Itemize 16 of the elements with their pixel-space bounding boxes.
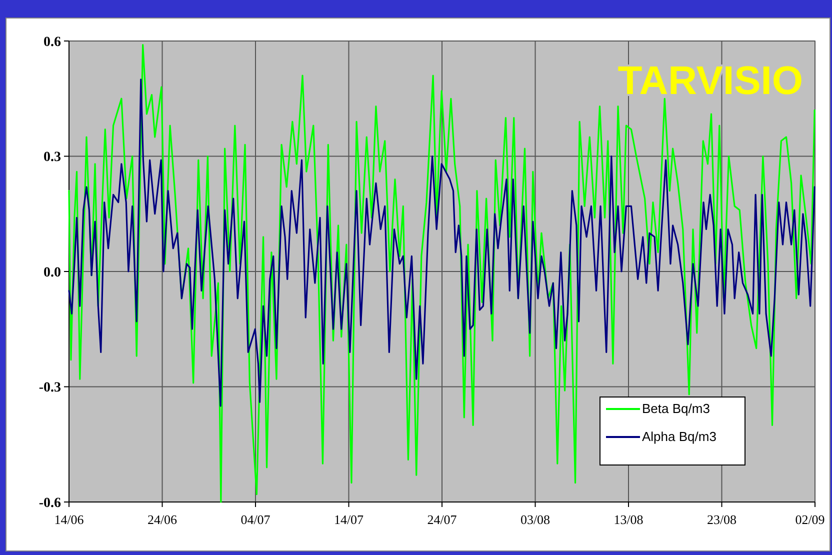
y-tick-label: 0.0 (44, 265, 61, 280)
x-tick-label: 13/08 (614, 512, 644, 527)
legend-label: Alpha Bq/m3 (642, 429, 716, 444)
x-tick-label: 03/08 (520, 512, 550, 527)
x-tick-label: 23/08 (706, 512, 737, 527)
x-tick-label: 02/09 (795, 512, 825, 527)
legend-label: Beta Bq/m3 (642, 401, 710, 416)
y-tick-label: -0.3 (38, 380, 61, 396)
y-tick-label: 0.3 (44, 150, 61, 166)
x-tick-label: 24/07 (427, 512, 458, 527)
y-tick-label: -0.6 (38, 496, 61, 511)
x-tick-label: 14/07 (334, 512, 364, 527)
x-tick-label: 04/07 (240, 512, 271, 527)
x-tick-label: 14/06 (54, 512, 84, 527)
x-tick-label: 24/06 (147, 512, 178, 527)
y-tick-label: 0.6 (44, 34, 61, 50)
